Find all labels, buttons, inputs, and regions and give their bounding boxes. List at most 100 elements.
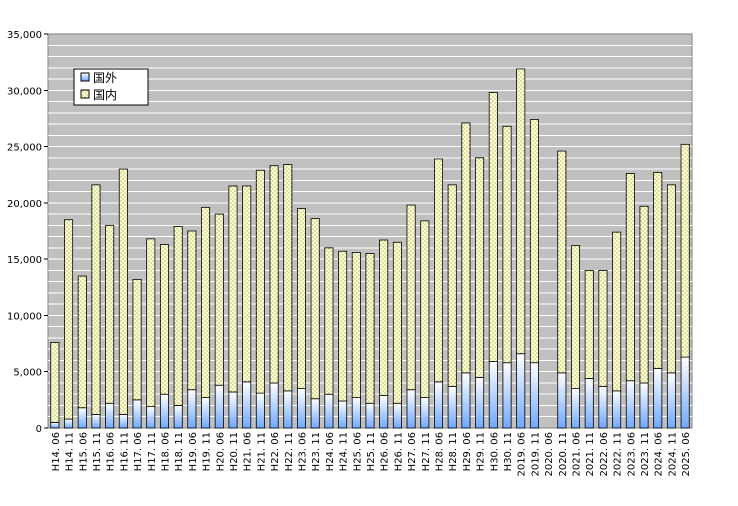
x-tick-label: H18. 11	[174, 432, 185, 471]
legend-swatch-domestic	[80, 89, 90, 99]
bar-foreign	[146, 406, 156, 429]
y-tick-label: 15,000	[7, 255, 42, 266]
legend-swatch-foreign	[80, 72, 90, 82]
bar-domestic	[365, 253, 375, 404]
bar-domestic	[584, 269, 594, 379]
bar-foreign	[105, 402, 115, 429]
bar-domestic	[324, 247, 334, 395]
bar-domestic	[310, 218, 320, 400]
x-tick-label: H19. 06	[188, 432, 199, 471]
bar-foreign	[557, 372, 567, 429]
bar-foreign	[502, 362, 512, 429]
bar-domestic	[338, 250, 348, 402]
bar-foreign	[612, 390, 622, 429]
x-tick-label: H24. 06	[325, 432, 336, 471]
bar-domestic	[296, 208, 306, 390]
x-tick-label: H29. 11	[476, 432, 487, 471]
bar-domestic	[488, 92, 498, 362]
bar-foreign	[187, 389, 197, 429]
bar-foreign	[173, 405, 183, 429]
x-tick-label: 2019. 06	[517, 432, 528, 477]
bar-domestic	[598, 269, 608, 387]
y-tick-label: 10,000	[7, 311, 42, 322]
bar-foreign	[351, 397, 361, 429]
bar-foreign	[680, 356, 690, 429]
bar-domestic	[461, 122, 471, 374]
bar-domestic	[379, 239, 389, 396]
bar-domestic	[529, 119, 539, 364]
bar-foreign	[365, 402, 375, 429]
x-tick-label: H15. 11	[92, 432, 103, 471]
x-tick-label: H20. 11	[229, 432, 240, 471]
legend-label-foreign: 国外	[93, 71, 117, 85]
x-tick-label: H23. 11	[311, 432, 322, 471]
bar-foreign	[338, 400, 348, 429]
x-tick-label: H26. 11	[393, 432, 404, 471]
x-tick-label: 2022. 11	[613, 432, 624, 477]
x-tick-label: H22. 11	[284, 432, 295, 471]
x-tick-label: H30. 11	[503, 432, 514, 471]
bar-domestic	[91, 184, 101, 415]
bar-domestic	[132, 279, 142, 401]
bar-domestic	[105, 224, 115, 404]
bar-foreign	[269, 382, 279, 429]
x-tick-label: 2020. 06	[544, 432, 555, 477]
x-tick-label: H24. 11	[339, 432, 350, 471]
bar-foreign	[159, 393, 169, 429]
bar-domestic	[283, 164, 293, 392]
bar-foreign	[625, 380, 635, 429]
bar-domestic	[228, 185, 238, 393]
bar-foreign	[50, 421, 60, 429]
bar-domestic	[406, 204, 416, 391]
x-tick-label: H17. 06	[133, 432, 144, 471]
x-tick-label: H20. 06	[215, 432, 226, 471]
x-tick-label: 2020. 11	[558, 432, 569, 477]
bar-domestic	[269, 165, 279, 384]
x-tick-label: H30. 06	[489, 432, 500, 471]
x-tick-label: H16. 06	[106, 432, 117, 471]
legend-label-domestic: 国内	[93, 88, 117, 102]
x-tick-label: H26. 06	[380, 432, 391, 471]
bar-foreign	[653, 367, 663, 429]
x-tick-label: H16. 11	[119, 432, 130, 471]
bar-domestic	[475, 157, 485, 378]
x-tick-label: H22. 06	[270, 432, 281, 471]
bar-domestic	[187, 230, 197, 391]
bar-domestic	[571, 245, 581, 390]
x-tick-label: H25. 11	[366, 432, 377, 471]
x-tick-label: H29. 06	[462, 432, 473, 471]
x-tick-label: 2021. 06	[572, 432, 583, 477]
y-tick-label: 20,000	[7, 199, 42, 210]
bar-foreign	[324, 393, 334, 429]
bar-domestic	[666, 184, 676, 374]
x-tick-label: 2021. 11	[585, 432, 596, 477]
x-tick-label: H14. 06	[51, 432, 62, 471]
bar-foreign	[571, 388, 581, 429]
bar-domestic	[557, 150, 567, 374]
bar-foreign	[64, 418, 74, 429]
bar-foreign	[379, 394, 389, 429]
bar-foreign	[132, 399, 142, 429]
x-tick-label: 2023. 06	[626, 432, 637, 477]
x-tick-label: H21. 11	[256, 432, 267, 471]
bar-domestic	[516, 68, 526, 355]
x-tick-label: H23. 06	[297, 432, 308, 471]
y-tick-label: 35,000	[7, 30, 42, 41]
bar-domestic	[77, 275, 87, 409]
x-axis-ticks: H14. 06 H14. 11 H15. 06 H15. 11 H16. 06 H16. …	[51, 432, 692, 477]
bar-domestic	[201, 206, 211, 399]
bar-domestic	[146, 238, 156, 408]
bar-foreign	[242, 381, 252, 429]
bar-foreign	[433, 381, 444, 429]
x-tick-label: 2024. 06	[654, 432, 665, 477]
bar-foreign	[529, 362, 539, 429]
bar-domestic	[214, 213, 224, 386]
bar-foreign	[584, 378, 594, 429]
bar-foreign	[214, 384, 224, 429]
bar-foreign	[447, 385, 457, 429]
bar-foreign	[296, 388, 306, 429]
bar-domestic	[502, 125, 512, 364]
bar-foreign	[598, 385, 608, 429]
